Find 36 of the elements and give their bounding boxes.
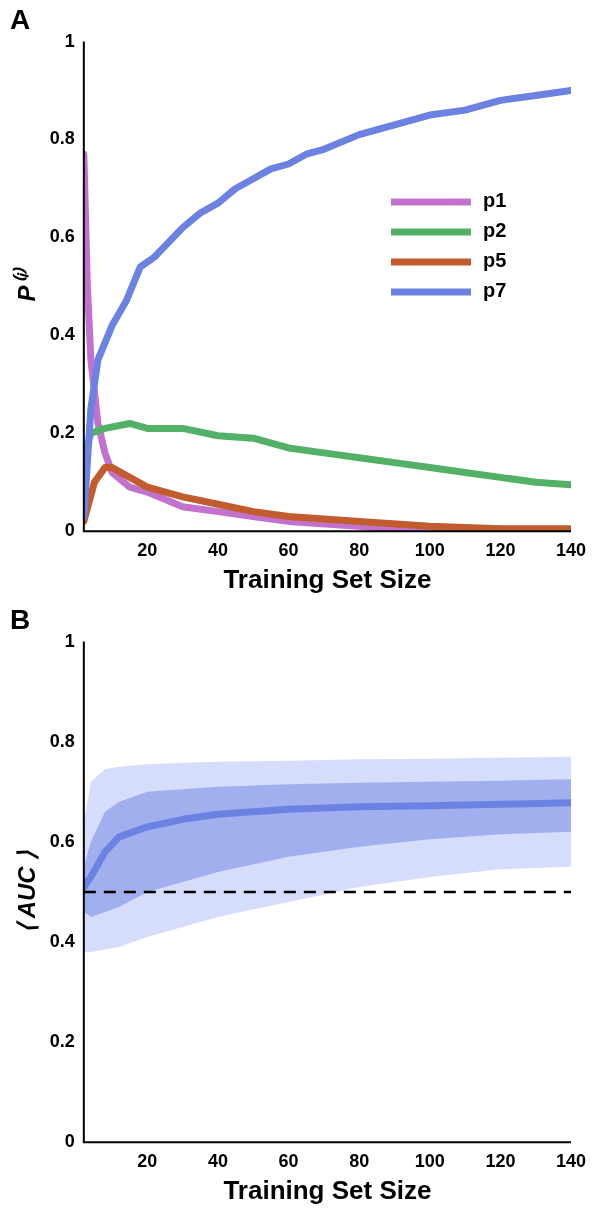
x-tick-label: 20 xyxy=(137,1150,158,1171)
x-tick-label: 140 xyxy=(555,539,587,560)
y-tick-label: 0.6 xyxy=(49,830,75,851)
legend-label: p2 xyxy=(483,219,507,242)
y-tick-label: 0 xyxy=(64,520,75,541)
y-tick-label: 0.8 xyxy=(49,128,75,149)
legend-label: p5 xyxy=(483,249,507,272)
x-tick-label: 140 xyxy=(555,1150,587,1171)
x-tick-label: 20 xyxy=(137,539,158,560)
chart-title: A xyxy=(10,3,31,35)
y-axis-title: ⟨ AUC ⟩ xyxy=(13,849,41,934)
y-tick-label: 0.4 xyxy=(49,324,75,345)
chart-title: B xyxy=(10,603,31,635)
y-tick-label: 0.4 xyxy=(49,930,75,951)
x-axis-title: Training Set Size xyxy=(223,1174,432,1205)
y-tick-label: 1 xyxy=(64,30,75,51)
y-tick-label: 1 xyxy=(64,630,75,651)
y-tick-label: 0.2 xyxy=(49,1031,75,1052)
x-tick-label: 80 xyxy=(349,539,370,560)
x-tick-label: 100 xyxy=(414,1150,445,1171)
x-tick-label: 60 xyxy=(278,1150,299,1171)
y-tick-label: 0 xyxy=(64,1131,75,1152)
x-tick-label: 80 xyxy=(349,1150,370,1171)
y-tick-label: 0.2 xyxy=(49,422,75,443)
x-tick-label: 120 xyxy=(485,539,516,560)
x-tick-label: 40 xyxy=(207,539,228,560)
y-tick-label: 0.6 xyxy=(49,226,75,247)
x-tick-label: 100 xyxy=(414,539,445,560)
x-tick-label: 60 xyxy=(278,539,299,560)
x-tick-label: 40 xyxy=(207,1150,228,1171)
y-tick-label: 0.8 xyxy=(49,730,75,751)
legend-label: p1 xyxy=(483,189,507,212)
x-axis-title: Training Set Size xyxy=(223,563,432,594)
y-axis-title: P⁽ⁱ⁾ xyxy=(12,267,41,302)
x-tick-label: 120 xyxy=(485,1150,516,1171)
legend-label: p7 xyxy=(483,279,507,302)
